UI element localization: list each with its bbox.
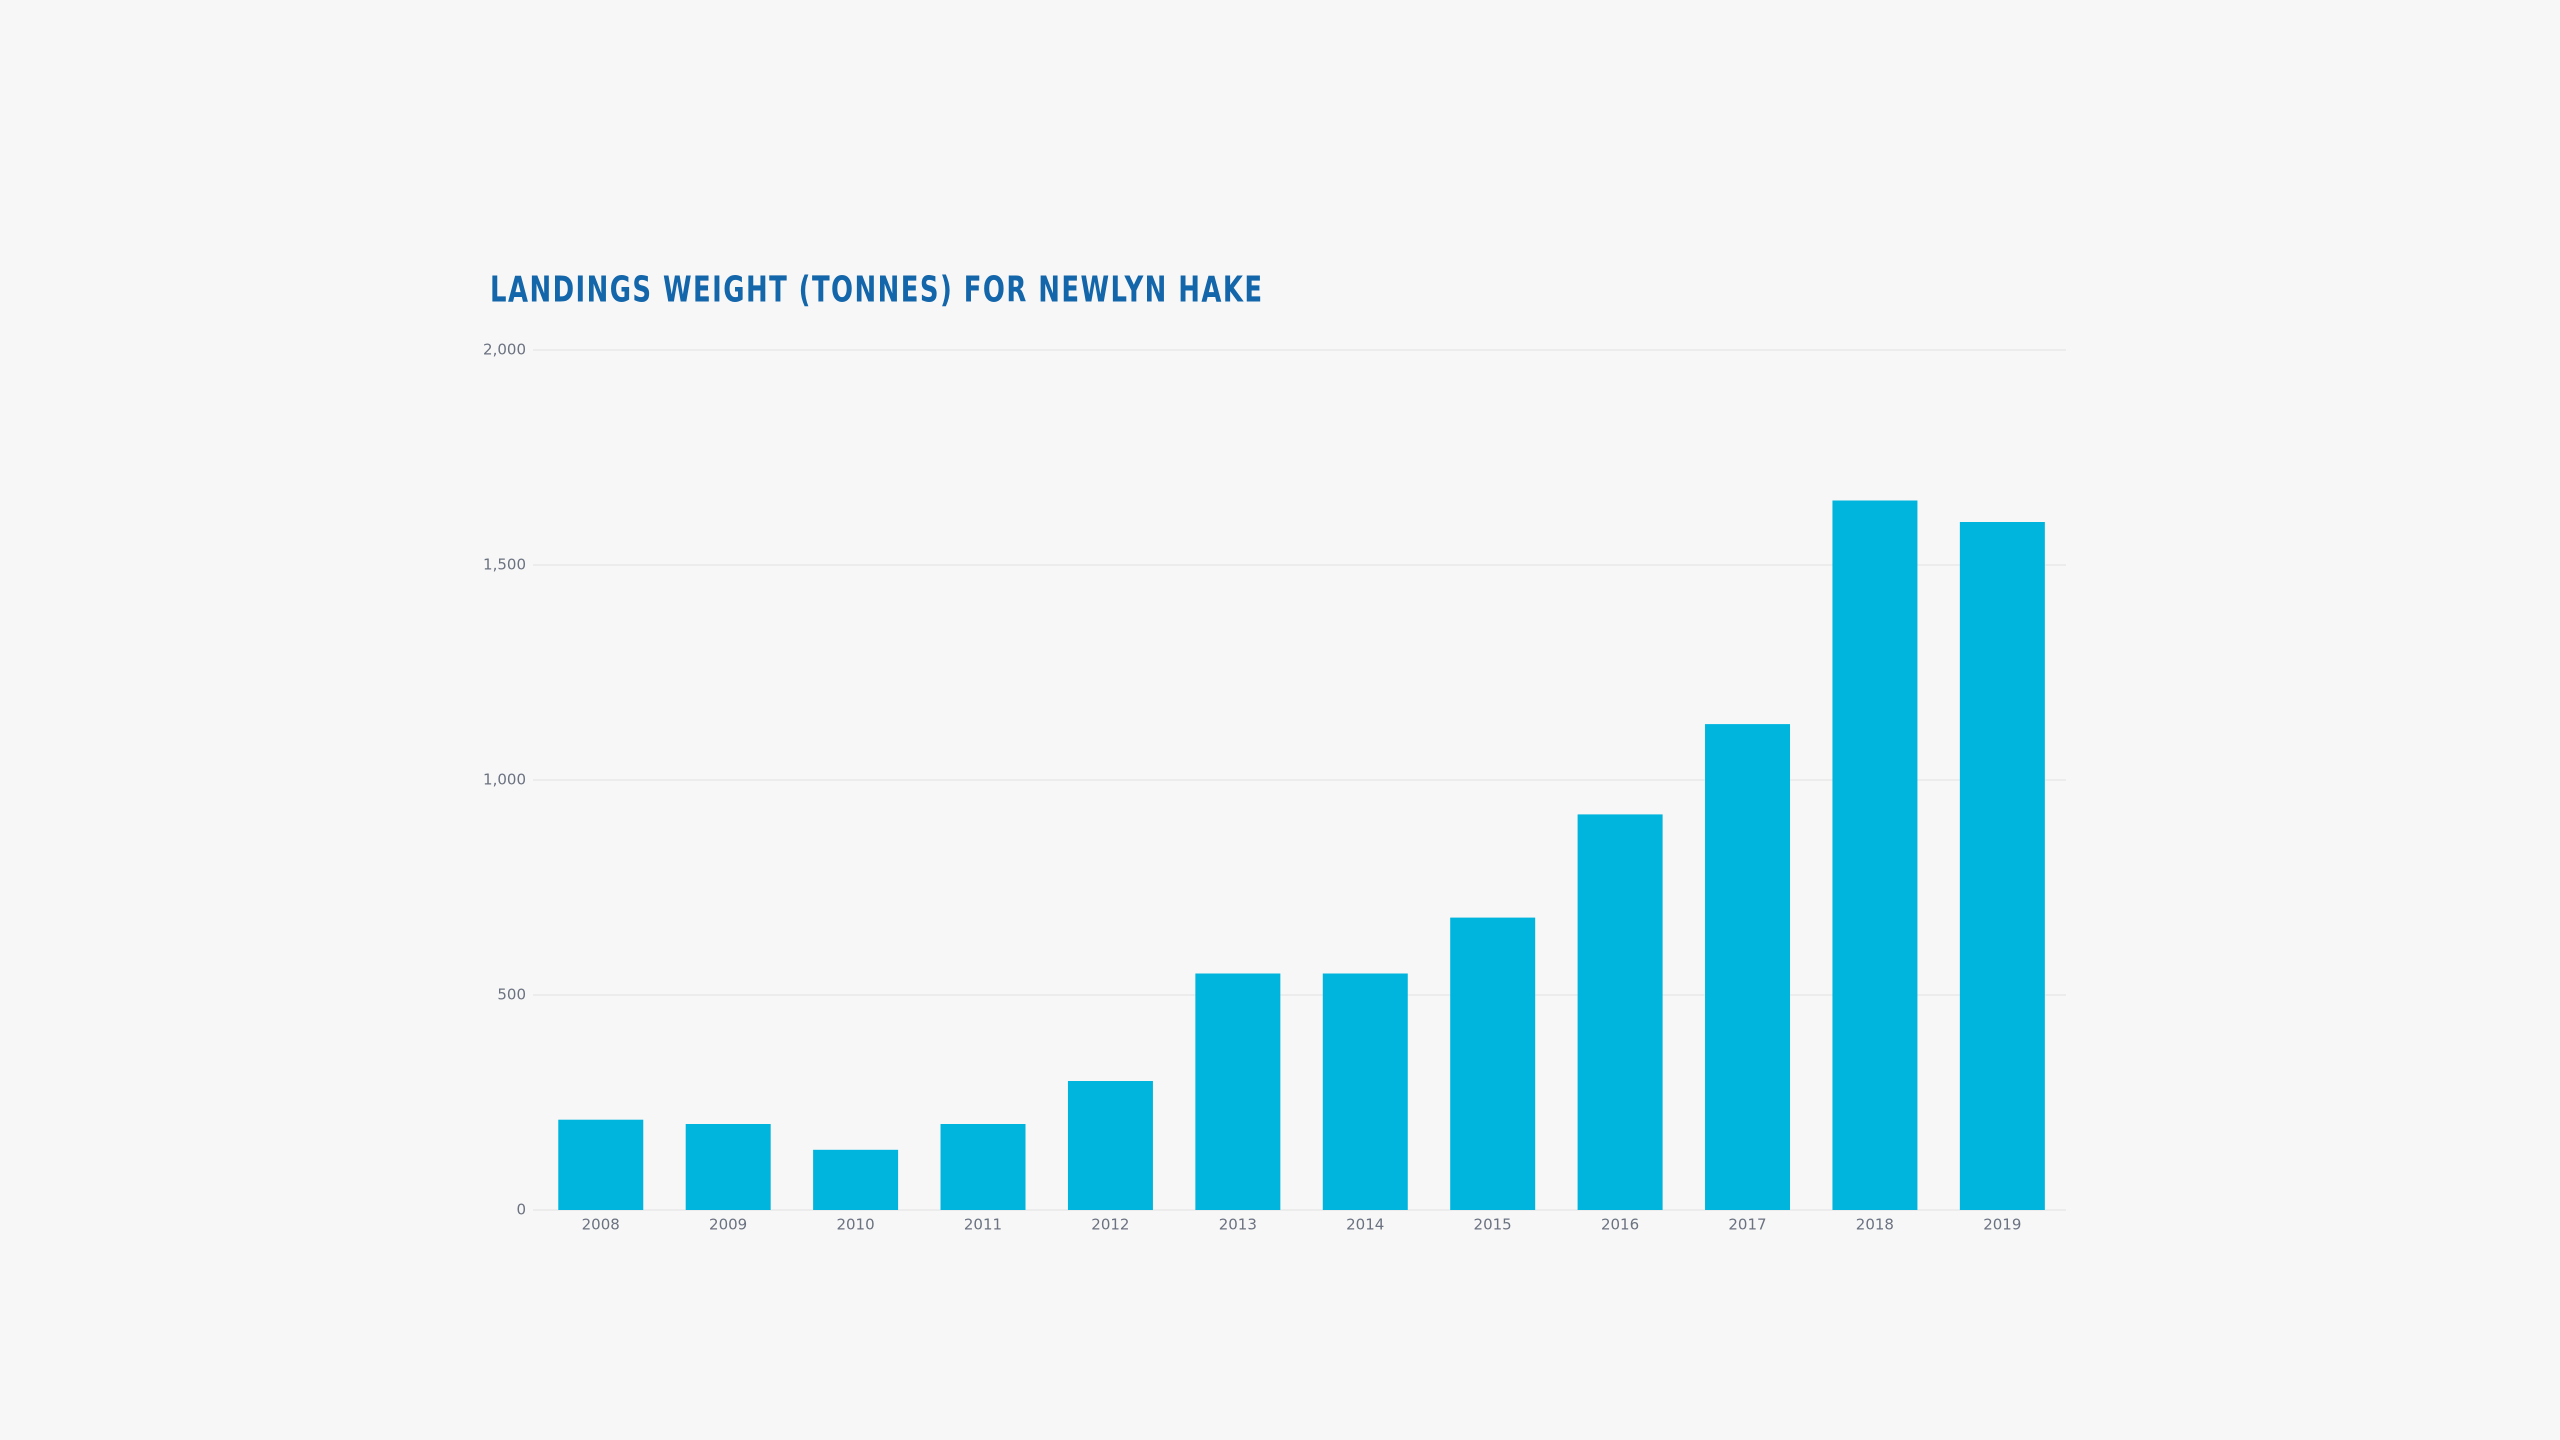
x-tick-label: 2013 bbox=[1219, 1216, 1257, 1234]
x-tick-label: 2014 bbox=[1346, 1216, 1384, 1234]
chart-title: LANDINGS WEIGHT (TONNES) FOR NEWLYN HAKE bbox=[490, 269, 1264, 310]
x-tick-label: 2017 bbox=[1728, 1216, 1766, 1234]
bar bbox=[1450, 917, 1536, 1210]
y-tick-label: 1,500 bbox=[483, 556, 526, 574]
bar bbox=[1959, 522, 2045, 1210]
bar bbox=[1195, 973, 1281, 1210]
x-tick-label: 2012 bbox=[1091, 1216, 1129, 1234]
bar bbox=[685, 1124, 771, 1210]
bar bbox=[1577, 814, 1663, 1210]
bar bbox=[1322, 973, 1408, 1210]
x-tick-label: 2009 bbox=[709, 1216, 747, 1234]
bar bbox=[813, 1149, 899, 1210]
x-tick-label: 2019 bbox=[1983, 1216, 2021, 1234]
bar bbox=[1705, 724, 1791, 1210]
x-tick-label: 2015 bbox=[1474, 1216, 1512, 1234]
y-tick-label: 500 bbox=[497, 986, 526, 1004]
x-tick-label: 2011 bbox=[964, 1216, 1002, 1234]
x-tick-label: 2016 bbox=[1601, 1216, 1639, 1234]
x-tick-label: 2010 bbox=[836, 1216, 874, 1234]
bar bbox=[558, 1119, 644, 1210]
bar bbox=[940, 1124, 1026, 1210]
x-tick-label: 2008 bbox=[582, 1216, 620, 1234]
y-tick-label: 1,000 bbox=[483, 771, 526, 789]
y-tick-label: 0 bbox=[516, 1201, 526, 1219]
y-tick-label: 2,000 bbox=[483, 341, 526, 359]
x-tick-label: 2018 bbox=[1856, 1216, 1894, 1234]
bar bbox=[1832, 500, 1918, 1210]
bar bbox=[1067, 1081, 1153, 1210]
